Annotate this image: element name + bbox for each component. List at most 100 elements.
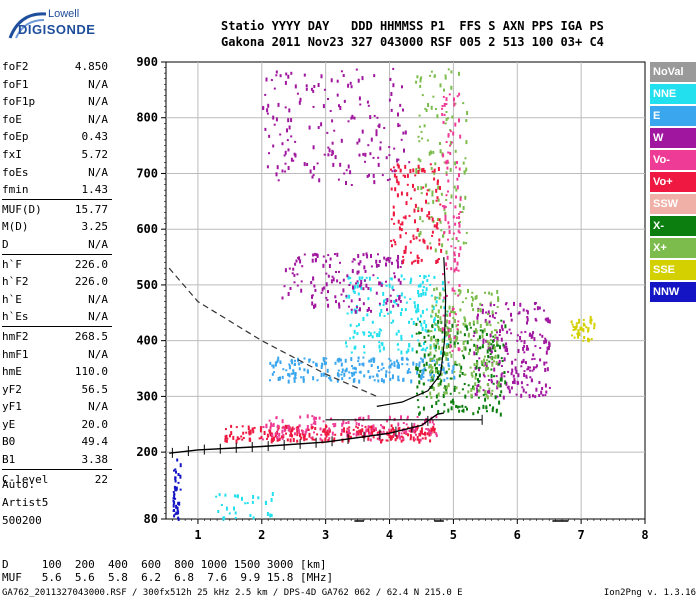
echo-point [482,308,484,312]
echo-point [587,327,590,332]
echo-point [249,439,252,442]
echo-point [414,427,417,431]
echo-point [358,422,360,426]
echo-point [458,203,461,208]
echo-point [506,352,509,355]
echo-point [257,496,260,500]
echo-point [345,295,348,298]
echo-point [395,259,398,262]
echo-point [244,502,247,505]
echo-point [492,335,495,338]
echo-point [431,366,434,370]
echo-point [378,302,381,305]
echo-point [428,330,431,333]
echo-point [422,382,425,386]
echo-point [313,304,315,309]
echo-point [251,500,254,504]
echo-point [449,328,452,332]
legend-vo: Vo- [650,150,696,170]
echo-point [458,363,461,367]
echo-point [397,181,400,186]
echo-point [441,338,444,343]
echo-point [476,389,479,394]
echo-point [534,345,537,348]
echo-point [417,206,420,211]
param-row: h`Es N/A [2,308,112,326]
echo-point [437,198,440,202]
echo-point [345,367,348,372]
echo-point [452,232,455,235]
echo-point [483,328,486,333]
echo-point [483,355,486,358]
echo-point [418,239,421,242]
echo-point [270,497,273,502]
echo-point [269,379,271,382]
echo-point [447,383,450,388]
echo-point [407,426,410,429]
echo-point [461,350,464,352]
logo-digisonde: DIGISONDE [18,22,96,37]
echo-point [362,356,365,359]
echo-point [390,428,393,433]
echo-point [453,251,456,256]
echo-point [352,428,355,431]
echo-point [486,340,489,344]
echo-point [334,155,337,160]
echo-point [451,115,454,119]
echo-point [493,345,496,350]
echo-point [269,432,272,435]
echo-point [297,425,300,429]
echo-point [431,404,433,408]
echo-point [358,371,361,374]
echo-point [471,297,474,302]
echo-point [462,408,465,413]
echo-point [419,320,422,323]
echo-point [385,373,387,378]
echo-point [466,327,469,331]
echo-point [488,387,491,390]
echo-point [356,332,359,336]
echo-point [499,393,502,397]
echo-point [429,439,432,443]
echo-point [434,312,437,317]
echo-point [419,84,422,88]
echo-point [310,423,313,426]
legend-sse: SSE [650,260,696,280]
echo-point [416,228,419,232]
echo-point [312,89,315,93]
echo-point [431,309,434,314]
echo-point [436,358,439,362]
echo-point [489,339,492,341]
echo-point [339,162,342,167]
param-value: 56.5 [81,382,109,396]
echo-point [477,396,480,399]
echo-point [432,387,435,391]
echo-point [412,183,414,188]
echo-point [224,493,227,497]
echo-point [494,334,497,336]
echo-point [397,255,399,258]
echo-point [429,338,432,341]
echo-point [234,494,236,498]
echo-point [472,320,475,325]
echo-point [435,108,437,110]
echo-point [456,328,459,331]
y-tick-label: 300 [136,389,158,403]
echo-point [361,129,364,134]
echo-point [397,433,400,438]
echo-point [453,268,456,273]
echo-point [331,275,334,278]
echo-point [249,514,252,517]
echo-point [454,161,457,166]
echo-point [415,433,417,436]
echo-point [376,437,379,440]
echo-point [277,102,280,107]
echo-point [394,241,397,243]
echo-point [409,437,412,441]
echo-point [308,433,311,438]
legend-nne: NNE [650,84,696,104]
echo-point [541,387,544,390]
echo-point [424,436,427,440]
echo-point [369,115,372,120]
echo-point [300,288,303,293]
